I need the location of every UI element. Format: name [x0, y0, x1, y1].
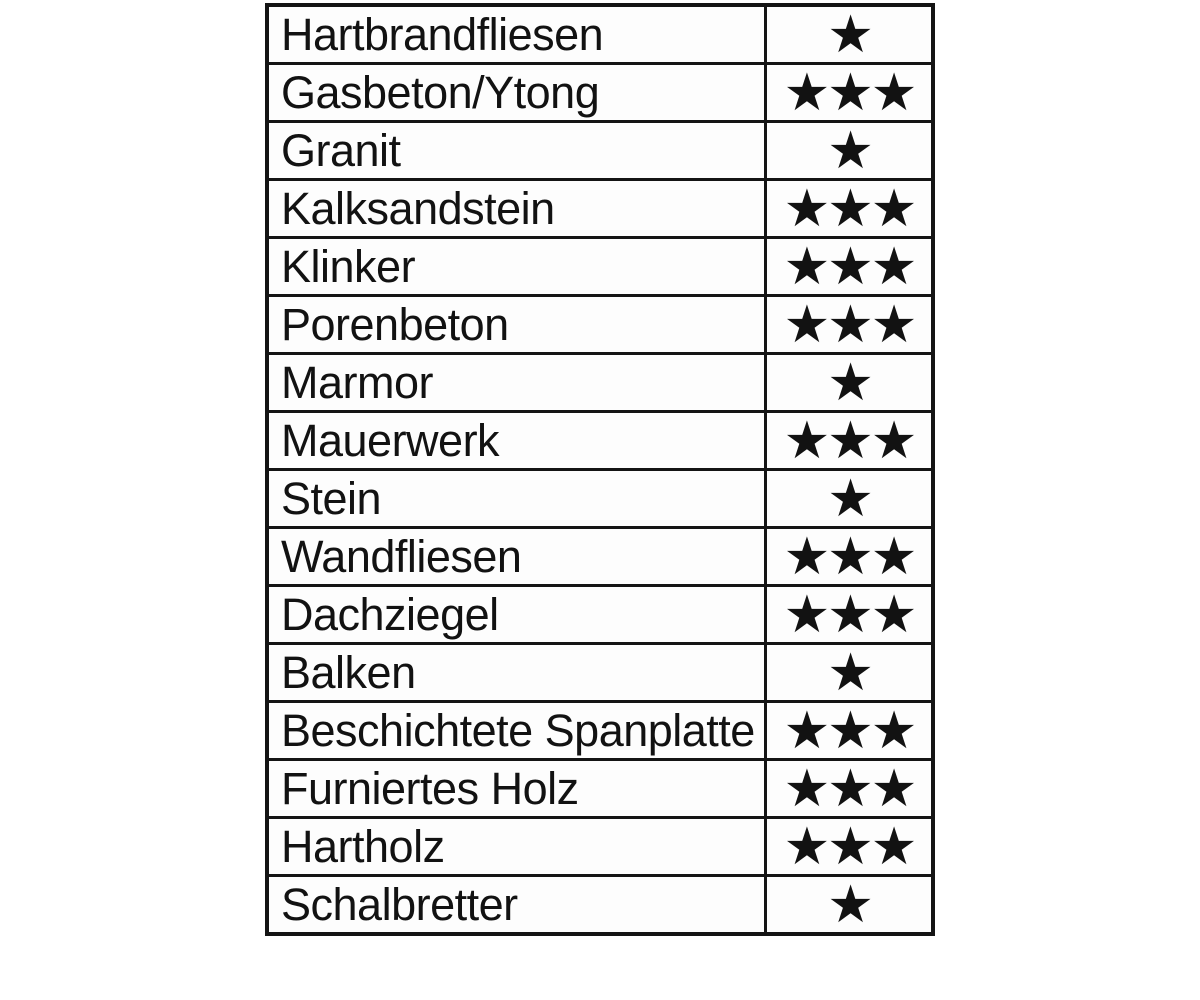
star-rating-cell: ★★★ — [764, 584, 931, 645]
star-rating-cell: ★★★ — [764, 758, 931, 819]
star-rating-cell: ★ — [764, 874, 931, 935]
material-name-cell: Wandfliesen — [281, 531, 522, 582]
material-name-cell: Klinker — [281, 241, 416, 292]
table-row: Porenbeton ★★★ — [269, 294, 931, 355]
material-name-cell: Beschichtete Spanplatte — [281, 705, 755, 756]
star-rating-cell: ★ — [764, 642, 931, 703]
material-name-cell: Gasbeton/Ytong — [281, 67, 600, 118]
star-rating-cell: ★★★ — [764, 236, 931, 297]
star-icon: ★★★ — [783, 584, 918, 645]
star-icon: ★★★ — [783, 294, 918, 355]
star-rating-cell: ★★★ — [764, 410, 931, 471]
material-name-cell: Kalksandstein — [281, 183, 555, 234]
material-name-cell: Hartbrandfliesen — [281, 9, 604, 60]
star-icon: ★ — [827, 642, 874, 703]
star-icon: ★★★ — [783, 758, 918, 819]
star-icon: ★★★ — [783, 526, 918, 587]
table-row: Schalbretter ★ — [269, 874, 931, 935]
table-row: Beschichtete Spanplatte ★★★ — [269, 700, 931, 761]
material-name-cell: Stein — [281, 473, 382, 524]
table-row: Wandfliesen ★★★ — [269, 526, 931, 587]
star-rating-cell: ★★★ — [764, 816, 931, 877]
star-rating-cell: ★★★ — [764, 294, 931, 355]
star-icon: ★ — [827, 352, 874, 413]
star-rating-cell: ★★★ — [764, 62, 931, 123]
star-rating-cell: ★ — [764, 468, 931, 529]
star-rating-cell: ★ — [764, 352, 931, 413]
table-row: Balken ★ — [269, 642, 931, 703]
table-row: Hartholz ★★★ — [269, 816, 931, 877]
star-icon: ★ — [827, 120, 874, 181]
table-row: Stein ★ — [269, 468, 931, 529]
table-row: Kalksandstein ★★★ — [269, 178, 931, 239]
material-name-cell: Hartholz — [281, 821, 445, 872]
table-row: Klinker ★★★ — [269, 236, 931, 297]
material-name-cell: Mauerwerk — [281, 415, 500, 466]
table-row: Dachziegel ★★★ — [269, 584, 931, 645]
table-row: Mauerwerk ★★★ — [269, 410, 931, 471]
material-name-cell: Schalbretter — [281, 879, 518, 930]
material-name-cell: Dachziegel — [281, 589, 499, 640]
star-icon: ★ — [827, 874, 874, 935]
table-row: Granit ★ — [269, 120, 931, 181]
star-rating-cell: ★★★ — [764, 178, 931, 239]
table-row: Gasbeton/Ytong ★★★ — [269, 62, 931, 123]
star-icon: ★ — [827, 468, 874, 529]
star-rating-cell: ★ — [764, 120, 931, 181]
material-name-cell: Furniertes Holz — [281, 763, 579, 814]
ratings-table: Hartbrandfliesen ★ Gasbeton/Ytong ★★★ Granit… — [265, 3, 935, 936]
material-name-cell: Granit — [281, 125, 401, 176]
star-icon: ★★★ — [783, 236, 918, 297]
table-row: Hartbrandfliesen ★ — [269, 4, 931, 65]
star-icon: ★★★ — [783, 62, 918, 123]
star-rating-cell: ★ — [764, 4, 931, 65]
star-icon: ★ — [827, 4, 874, 65]
star-rating-cell: ★★★ — [764, 700, 931, 761]
star-icon: ★★★ — [783, 410, 918, 471]
material-name-cell: Marmor — [281, 357, 434, 408]
star-icon: ★★★ — [783, 700, 918, 761]
table-row: Furniertes Holz ★★★ — [269, 758, 931, 819]
material-name-cell: Porenbeton — [281, 299, 509, 350]
star-rating-cell: ★★★ — [764, 526, 931, 587]
star-icon: ★★★ — [783, 816, 918, 877]
material-name-cell: Balken — [281, 647, 416, 698]
star-icon: ★★★ — [783, 178, 918, 239]
table-row: Marmor ★ — [269, 352, 931, 413]
